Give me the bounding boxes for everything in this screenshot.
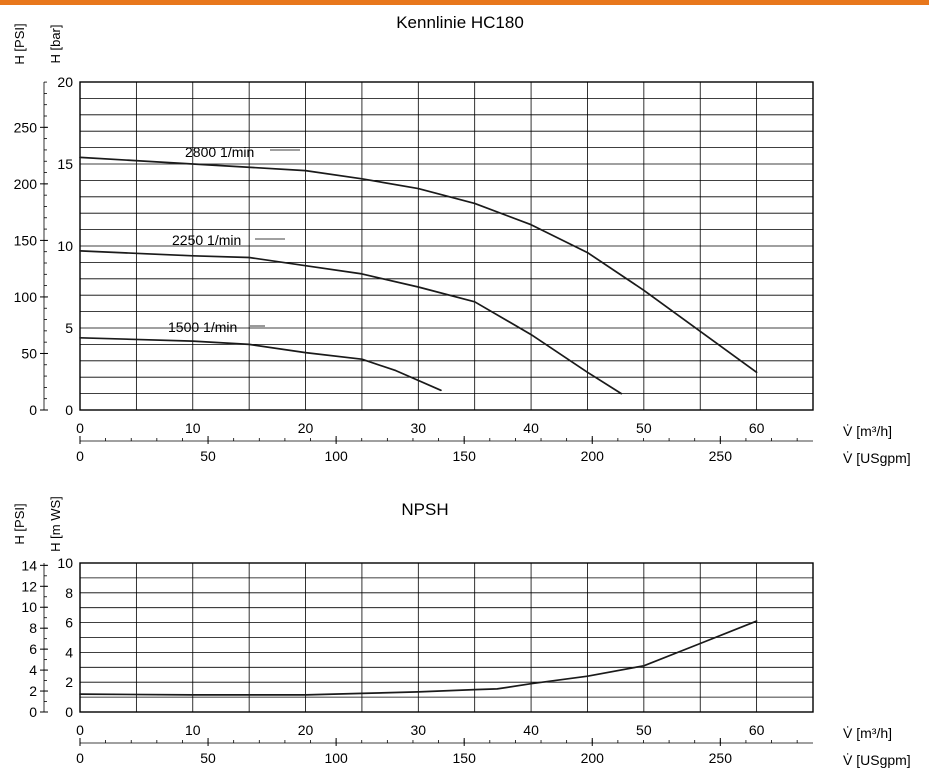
npsh-x-tick-label: 10 xyxy=(185,722,201,738)
npsh-y-axis-title: H [m WS] xyxy=(48,496,63,552)
kennlinie-series-line-2 xyxy=(79,250,623,395)
npsh-series-line-1 xyxy=(79,620,758,696)
npsh-usgpm-tick-label: 100 xyxy=(324,750,348,766)
kennlinie-x-tick-label: 50 xyxy=(636,420,652,436)
kennlinie-x-tick-label: 40 xyxy=(523,420,539,436)
kennlinie-usgpm-tick-label: 200 xyxy=(581,448,605,464)
kennlinie-psi-tick-label: 50 xyxy=(21,345,37,361)
kennlinie-usgpm-tick-label: 50 xyxy=(200,448,216,464)
kennlinie-psi-tick-label: 150 xyxy=(14,232,38,248)
npsh-plot-frame xyxy=(79,562,814,713)
kennlinie-psi-tick-label: 200 xyxy=(14,176,38,192)
kennlinie-usgpm-tick-label: 150 xyxy=(453,448,477,464)
npsh-psi-tick-label: 14 xyxy=(21,557,37,573)
kennlinie-usgpm-tick-label: 250 xyxy=(709,448,733,464)
kennlinie-x-tick-label: 20 xyxy=(298,420,314,436)
kennlinie-series-line-3 xyxy=(79,336,442,392)
kennlinie-plot-frame xyxy=(79,81,814,411)
kennlinie-y-tick-label: 5 xyxy=(65,320,73,336)
kennlinie-title: Kennlinie HC180 xyxy=(396,13,524,32)
kennlinie-x-tick-label: 60 xyxy=(749,420,765,436)
kennlinie-y-tick-label: 20 xyxy=(57,74,73,90)
npsh-psi-tick-label: 6 xyxy=(29,641,37,657)
kennlinie-y-tick-label: 15 xyxy=(57,156,73,172)
npsh-y-tick-label: 10 xyxy=(57,555,73,571)
npsh-y-tick-label: 0 xyxy=(65,704,73,720)
npsh-usgpm-tick-label: 50 xyxy=(200,750,216,766)
npsh-usgpm-axis-title: V̇ [USgpm] xyxy=(843,752,911,768)
kennlinie-series-label-1: 2800 1/min xyxy=(185,144,254,160)
npsh-psi-tick-label: 0 xyxy=(29,704,37,720)
kennlinie-y-axis-title: H [bar] xyxy=(48,24,63,63)
kennlinie-series-label-2: 2250 1/min xyxy=(172,232,241,248)
kennlinie-usgpm-tick-label: 100 xyxy=(324,448,348,464)
npsh-x-tick-label: 60 xyxy=(749,722,765,738)
npsh-psi-tick-label: 8 xyxy=(29,620,37,636)
npsh-x-axis-title: V̇ [m³/h] xyxy=(843,725,892,741)
npsh-psi-tick-label: 10 xyxy=(21,599,37,615)
npsh-usgpm-tick-label: 200 xyxy=(581,750,605,766)
npsh-x-tick-label: 0 xyxy=(76,722,84,738)
kennlinie-psi-tick-label: 250 xyxy=(14,119,38,135)
npsh-usgpm-tick-label: 0 xyxy=(76,750,84,766)
kennlinie-x-tick-label: 0 xyxy=(76,420,84,436)
kennlinie-x-tick-label: 10 xyxy=(185,420,201,436)
kennlinie-series-label-3: 1500 1/min xyxy=(168,319,237,335)
npsh-y-tick-label: 8 xyxy=(65,585,73,601)
top-accent-bar xyxy=(0,0,929,5)
kennlinie-y-tick-label: 10 xyxy=(57,238,73,254)
kennlinie-psi-tick-label: 100 xyxy=(14,289,38,305)
npsh-psi-tick-label: 12 xyxy=(21,578,37,594)
npsh-y-tick-label: 6 xyxy=(65,615,73,631)
npsh-x-tick-label: 40 xyxy=(523,722,539,738)
kennlinie-usgpm-axis-title: V̇ [USgpm] xyxy=(843,450,911,466)
npsh-psi-tick-label: 4 xyxy=(29,662,37,678)
npsh-usgpm-tick-label: 250 xyxy=(709,750,733,766)
kennlinie-usgpm-tick-label: 0 xyxy=(76,448,84,464)
kennlinie-psi-tick-label: 0 xyxy=(29,402,37,418)
npsh-y-tick-label: 4 xyxy=(65,644,73,660)
npsh-y-tick-label: 2 xyxy=(65,674,73,690)
kennlinie-psi-axis-title: H [PSI] xyxy=(12,23,27,64)
kennlinie-x-axis-title: V̇ [m³/h] xyxy=(843,423,892,439)
kennlinie-y-tick-label: 0 xyxy=(65,402,73,418)
npsh-title: NPSH xyxy=(401,500,448,519)
npsh-psi-axis-title: H [PSI] xyxy=(12,503,27,544)
kennlinie-series-line-1 xyxy=(79,156,758,374)
kennlinie-x-tick-label: 30 xyxy=(411,420,427,436)
npsh-psi-tick-label: 2 xyxy=(29,683,37,699)
npsh-x-tick-label: 30 xyxy=(411,722,427,738)
npsh-usgpm-tick-label: 150 xyxy=(453,750,477,766)
npsh-x-tick-label: 50 xyxy=(636,722,652,738)
npsh-x-tick-label: 20 xyxy=(298,722,314,738)
